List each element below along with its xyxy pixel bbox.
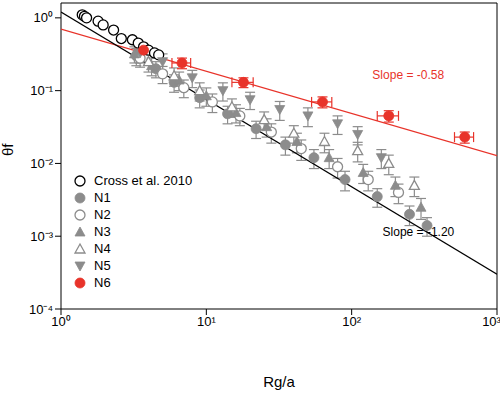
svg-text:Slope = -0.58: Slope = -0.58 [372, 68, 444, 82]
svg-text:Rg/a: Rg/a [263, 373, 295, 390]
html-text:N5: N5 [94, 258, 111, 273]
html-text:N4: N4 [94, 241, 111, 256]
svg-text:10¹: 10¹ [197, 314, 216, 329]
svg-text:10³: 10³ [482, 314, 492, 329]
svg-text:θf: θf [8, 143, 16, 156]
svg-text:Slope = -1.20: Slope = -1.20 [383, 225, 455, 239]
html-text:N6: N6 [94, 275, 111, 290]
svg-text:10⁻¹: 10⁻¹ [30, 83, 53, 98]
html-text:Cross et al. 2010: Cross et al. 2010 [94, 173, 193, 188]
svg-text:10²: 10² [342, 314, 361, 329]
svg-text:10⁰: 10⁰ [51, 314, 70, 329]
svg-text:10⁻²: 10⁻² [30, 156, 53, 171]
html-text:N2: N2 [94, 207, 111, 222]
svg-text:10⁻³: 10⁻³ [30, 229, 53, 244]
svg-text:10⁰: 10⁰ [34, 10, 53, 25]
html-text:N1: N1 [94, 190, 111, 205]
html-text:N3: N3 [94, 224, 111, 239]
svg-text:10⁻⁴: 10⁻⁴ [29, 302, 53, 317]
